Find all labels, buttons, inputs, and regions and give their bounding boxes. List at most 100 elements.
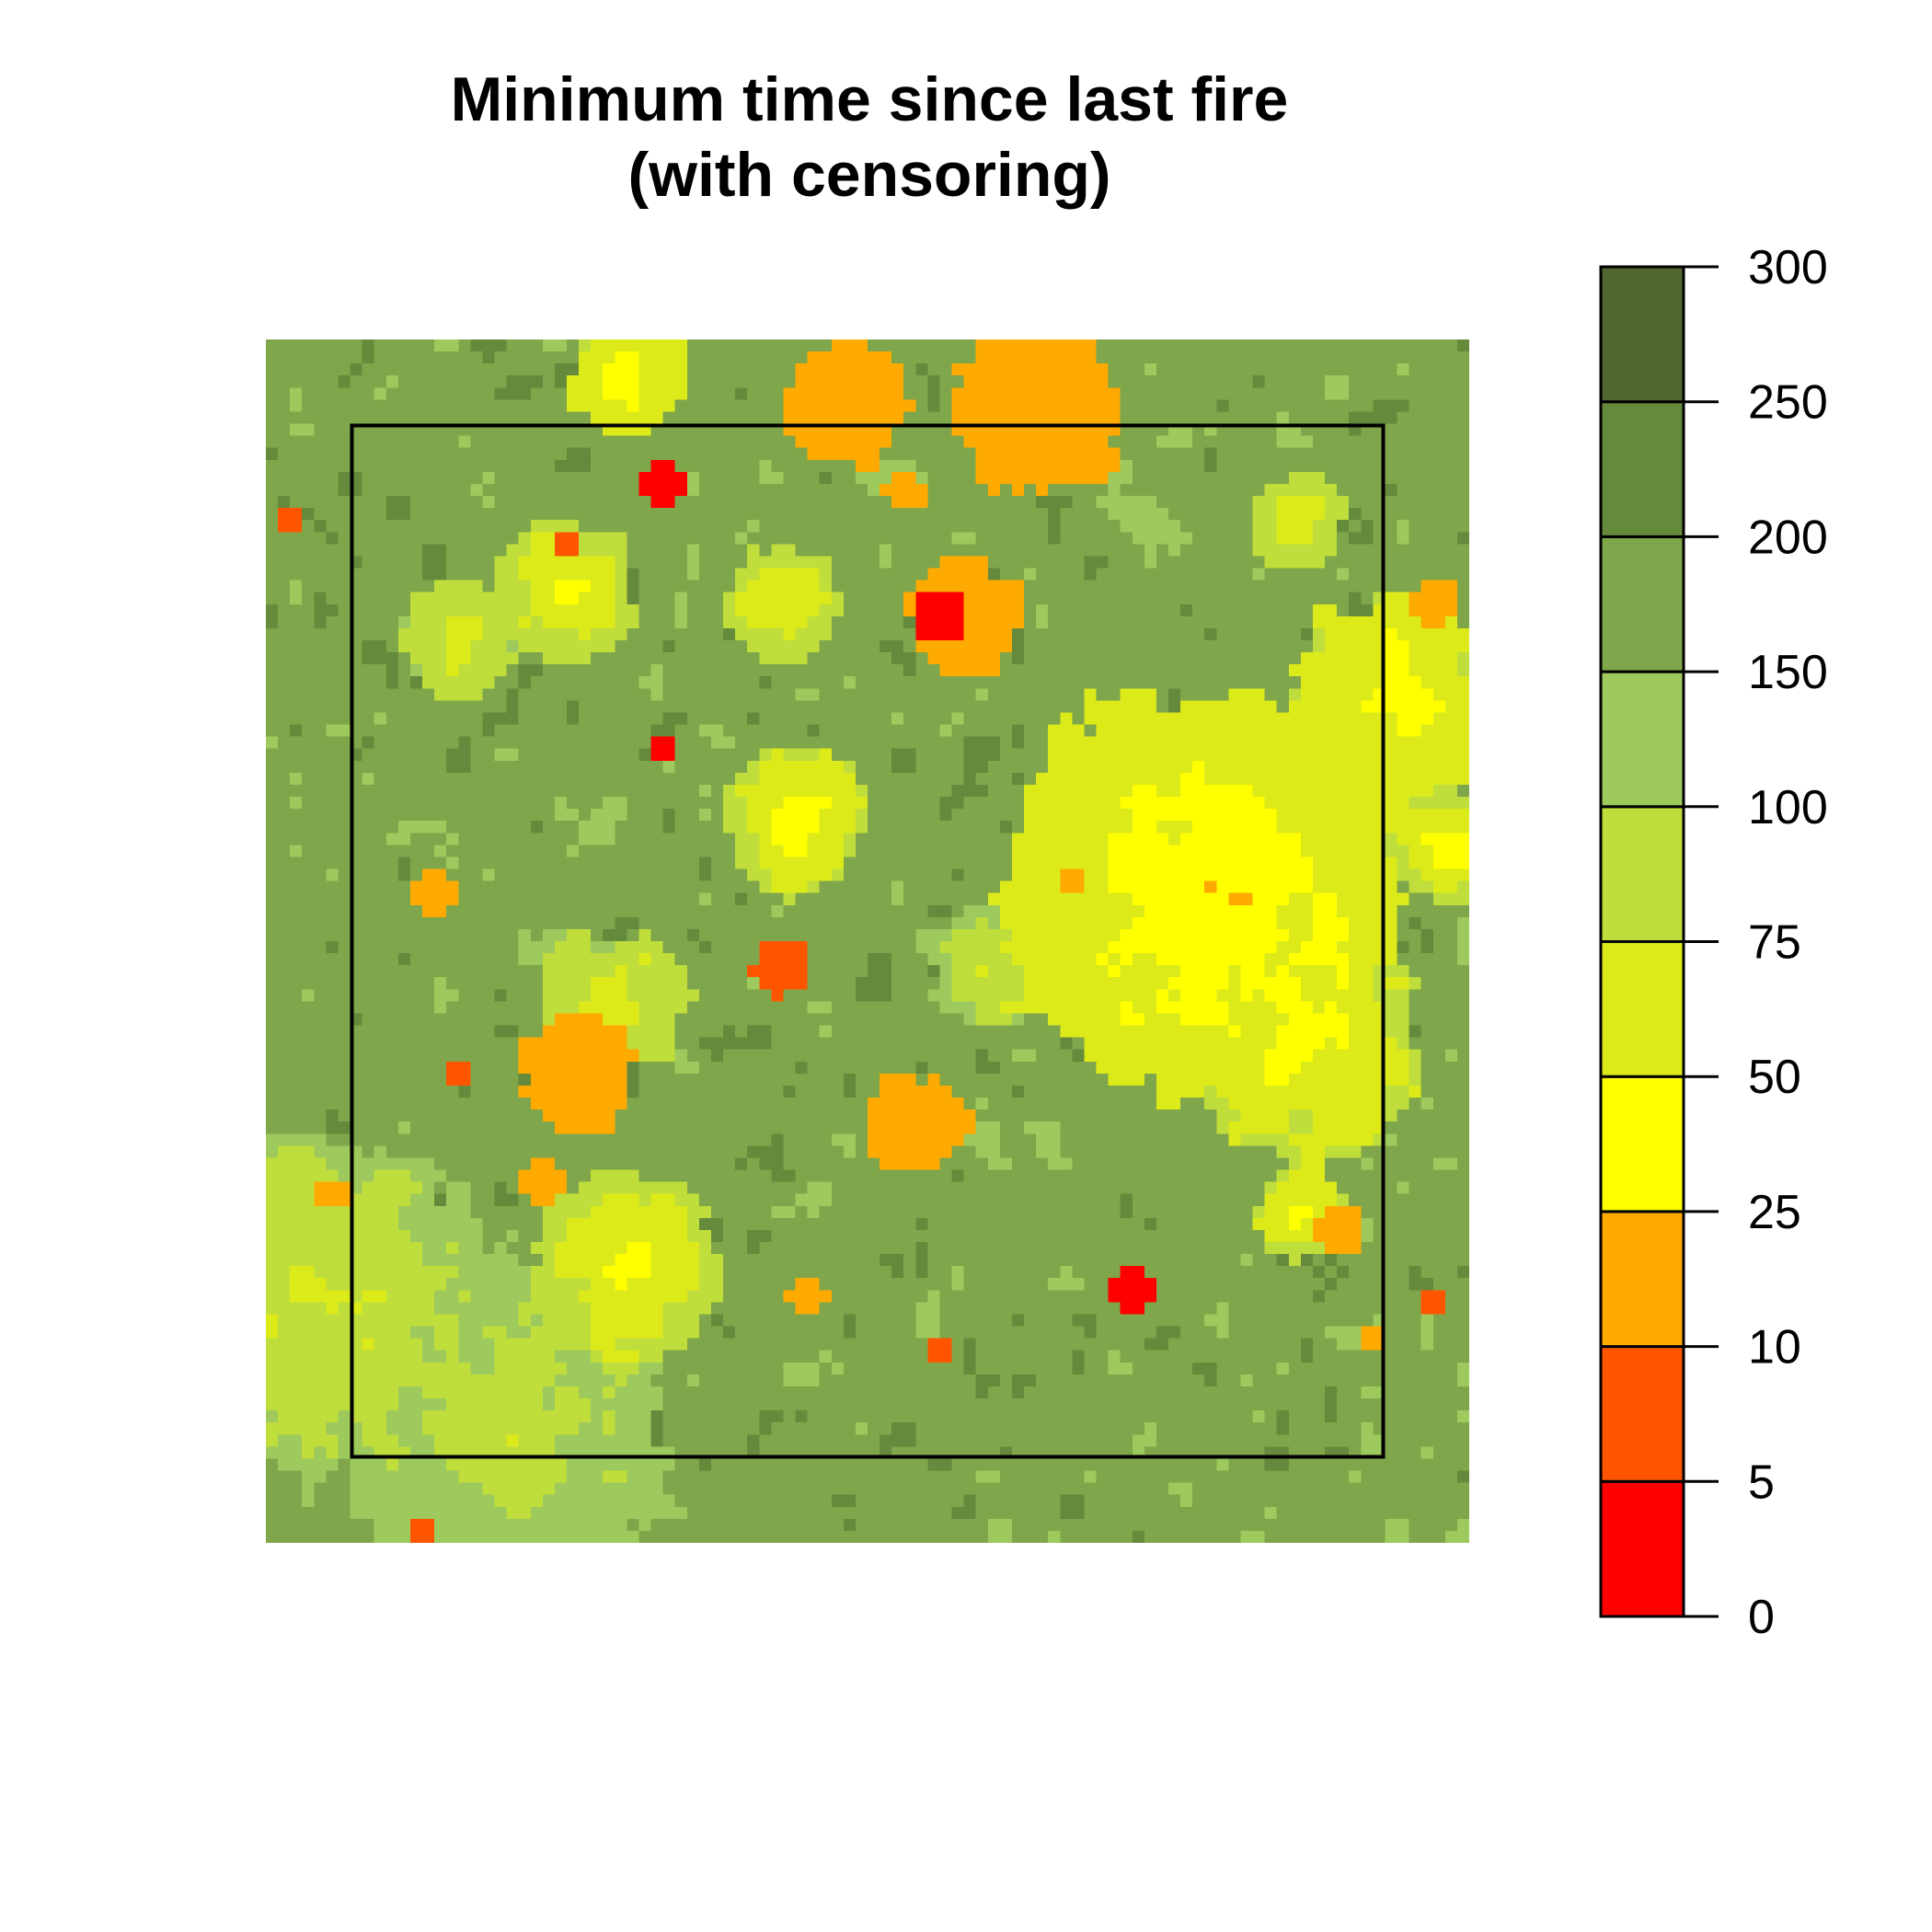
raster-cell xyxy=(374,604,387,617)
raster-cell xyxy=(1132,483,1145,497)
raster-cell xyxy=(1252,339,1266,352)
raster-cell xyxy=(686,784,700,798)
raster-cell xyxy=(1300,700,1314,714)
raster-cell xyxy=(903,736,916,750)
raster-cell xyxy=(1264,868,1278,882)
raster-cell xyxy=(903,604,916,617)
raster-cell xyxy=(1216,399,1229,413)
raster-cell xyxy=(290,857,303,870)
raster-cell xyxy=(1204,568,1217,581)
raster-cell xyxy=(458,857,471,870)
raster-cell xyxy=(1084,760,1098,774)
raster-cell xyxy=(638,363,652,376)
raster-cell xyxy=(615,411,627,425)
raster-cell xyxy=(868,544,880,558)
raster-cell xyxy=(1288,760,1302,774)
raster-cell xyxy=(1204,508,1217,521)
raster-cell xyxy=(1036,544,1049,558)
raster-cell xyxy=(603,544,615,558)
raster-cell xyxy=(1132,435,1145,449)
raster-cell xyxy=(1337,784,1350,798)
raster-cell xyxy=(542,556,556,569)
raster-cell xyxy=(795,833,809,845)
raster-cell xyxy=(374,712,387,726)
raster-cell xyxy=(662,435,676,449)
raster-cell xyxy=(1409,688,1422,701)
raster-cell xyxy=(880,845,892,858)
raster-cell xyxy=(494,857,508,870)
raster-cell xyxy=(314,833,327,845)
raster-cell xyxy=(1036,736,1049,750)
raster-cell xyxy=(1444,652,1458,665)
raster-cell xyxy=(579,712,592,726)
raster-cell xyxy=(627,411,640,425)
raster-cell xyxy=(807,615,821,629)
raster-cell xyxy=(542,483,556,497)
raster-cell xyxy=(735,556,748,569)
raster-cell xyxy=(458,363,471,376)
raster-cell xyxy=(554,797,568,810)
raster-cell xyxy=(266,387,279,400)
raster-cell xyxy=(795,615,809,629)
raster-cell xyxy=(1361,447,1374,461)
raster-cell xyxy=(963,688,977,701)
raster-cell xyxy=(1373,375,1386,388)
raster-cell xyxy=(1132,556,1145,569)
raster-cell xyxy=(1397,712,1410,726)
raster-cell xyxy=(710,544,724,558)
raster-cell xyxy=(266,892,279,906)
raster-cell xyxy=(1108,868,1121,882)
raster-cell xyxy=(470,387,484,400)
raster-cell xyxy=(843,604,857,617)
raster-cell xyxy=(603,363,615,376)
raster-cell xyxy=(1048,399,1061,413)
raster-cell xyxy=(615,604,627,617)
raster-cell xyxy=(627,797,640,810)
raster-cell xyxy=(723,845,736,858)
raster-cell xyxy=(518,760,532,774)
raster-cell xyxy=(1337,760,1350,774)
raster-cell xyxy=(1444,375,1458,388)
raster-cell xyxy=(723,483,736,497)
raster-cell xyxy=(1204,640,1217,653)
raster-cell xyxy=(795,592,809,605)
raster-cell xyxy=(1072,459,1086,473)
raster-cell xyxy=(1192,592,1205,605)
raster-cell xyxy=(686,760,700,774)
raster-cell xyxy=(1456,375,1469,388)
raster-cell xyxy=(1300,604,1314,617)
raster-cell xyxy=(385,892,399,906)
raster-cell xyxy=(1156,627,1169,641)
raster-cell xyxy=(326,483,339,497)
raster-cell xyxy=(1325,916,1338,930)
raster-cell xyxy=(530,532,544,545)
raster-cell xyxy=(819,351,833,364)
raster-cell xyxy=(518,928,532,942)
raster-cell xyxy=(1264,700,1278,714)
raster-cell xyxy=(603,892,615,906)
raster-cell xyxy=(627,592,640,605)
raster-cell xyxy=(783,868,797,882)
raster-cell xyxy=(374,845,387,858)
raster-cell xyxy=(1456,868,1469,882)
raster-cell xyxy=(385,821,399,834)
raster-cell xyxy=(1168,363,1181,376)
raster-cell xyxy=(927,712,941,726)
raster-cell xyxy=(1444,423,1458,437)
raster-cell xyxy=(458,375,471,388)
raster-cell xyxy=(1048,351,1061,364)
raster-cell xyxy=(686,797,700,810)
raster-cell xyxy=(903,772,916,786)
raster-cell xyxy=(506,904,520,918)
raster-cell xyxy=(674,520,688,533)
raster-cell xyxy=(1385,664,1398,677)
raster-cell xyxy=(1048,845,1061,858)
raster-cell xyxy=(278,447,291,461)
raster-cell xyxy=(542,821,556,834)
raster-cell xyxy=(795,411,809,425)
raster-cell xyxy=(326,580,339,593)
raster-cell xyxy=(591,640,604,653)
raster-cell xyxy=(1276,892,1290,906)
raster-cell xyxy=(1252,748,1266,762)
raster-cell xyxy=(1420,640,1434,653)
